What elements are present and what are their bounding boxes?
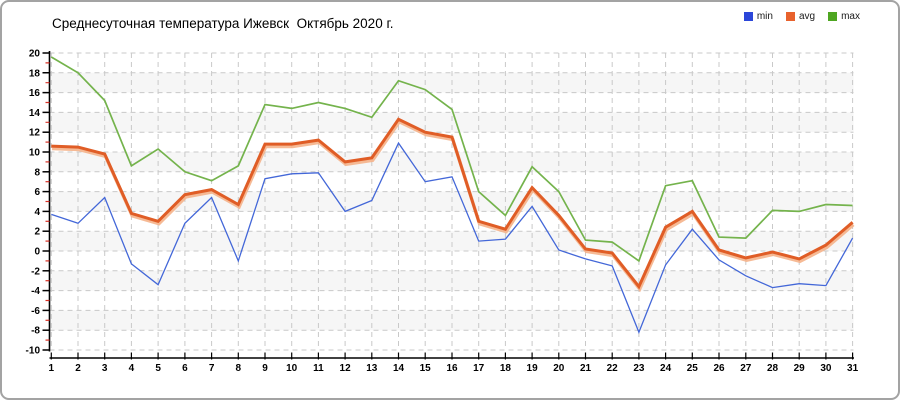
y-tick-label: -2 [31,266,40,277]
x-tick-label: 2 [75,363,81,374]
y-tick-label: -10 [26,346,41,357]
legend: min avg max [743,11,860,22]
x-tick-label: 22 [607,363,619,374]
plot-band [49,231,854,251]
legend-item-avg: avg [785,11,816,22]
y-tick-label: -8 [31,326,40,337]
y-tick-label: 6 [34,187,40,198]
y-tick-label: 14 [29,108,41,119]
y-tick-label: 8 [34,167,40,178]
legend-swatch-max [828,12,838,21]
y-tick-label: 20 [29,49,41,60]
x-tick-label: 13 [366,363,378,374]
max-line [50,56,853,263]
x-tick-label: 21 [580,363,592,374]
legend-label-min: min [756,11,773,22]
y-tick-label: 10 [29,148,41,159]
y-tick-label: 2 [34,227,40,238]
chart-title: Среднесуточная температура Ижевск Октябр… [52,16,394,31]
y-tick-label: 16 [29,88,41,99]
x-tick-label: 7 [209,363,215,374]
x-tick-label: 27 [740,363,752,374]
x-tick-label: 3 [102,363,108,374]
plot-band [49,310,854,331]
x-tick-label: 18 [500,363,512,374]
x-tick-label: 24 [660,363,672,374]
x-tick-label: 12 [340,363,352,374]
x-tick-label: 25 [687,363,699,374]
x-tick-label: 8 [236,363,242,374]
x-tick-label: 17 [473,363,485,374]
x-tick-label: 16 [446,363,458,374]
y-tick-label: -4 [31,286,40,297]
x-tick-label: 29 [794,363,806,374]
legend-swatch-min [743,12,753,21]
x-tick-label: 14 [393,363,405,374]
x-tick-label: 10 [286,363,298,374]
x-tick-label: 30 [820,363,832,374]
x-tick-label: 20 [553,363,565,374]
x-tick-label: 26 [713,363,725,374]
x-tick-label: 31 [847,363,859,374]
y-tick-label: 18 [29,68,41,79]
legend-label-avg: avg [798,11,816,22]
legend-swatch-avg [785,12,795,21]
avg-line [51,117,854,290]
x-tick-label: 15 [420,363,432,374]
y-tick-label: -6 [31,306,40,317]
y-tick-label: 12 [29,128,41,139]
x-tick-label: 23 [633,363,645,374]
x-tick-label: 5 [155,363,161,374]
x-tick-label: 6 [182,363,188,374]
y-tick-label: 0 [34,247,40,258]
plot-band [49,112,854,133]
legend-item-max: max [828,11,860,22]
x-tick-label: 9 [262,363,268,374]
min-line [51,141,854,334]
legend-item-min: min [743,11,773,22]
x-tick-label: 11 [313,363,324,374]
x-tick-label: 28 [767,363,779,374]
x-tick-label: 19 [527,363,539,374]
x-tick-label: 1 [49,363,55,374]
x-tick-label: 4 [129,363,135,374]
legend-label-max: max [841,11,860,22]
y-tick-label: 4 [34,207,40,218]
